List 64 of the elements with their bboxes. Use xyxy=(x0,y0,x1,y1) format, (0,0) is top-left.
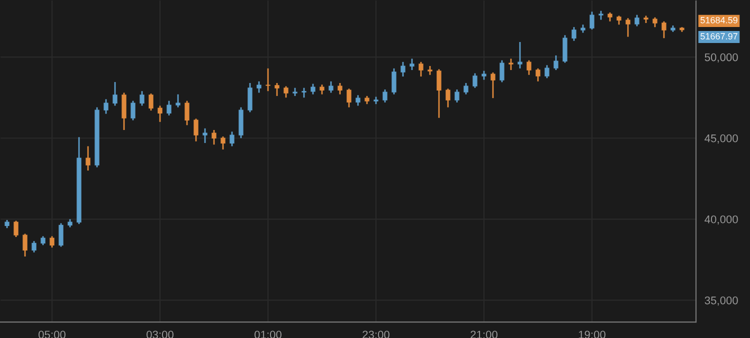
candlestick xyxy=(662,20,666,39)
y-tick-label: 45,000 xyxy=(704,134,738,144)
candlestick xyxy=(130,100,136,121)
candlestick xyxy=(446,88,450,108)
candlestick xyxy=(32,240,36,254)
candlestick xyxy=(50,236,54,248)
y-tick-label: 35,000 xyxy=(704,296,738,306)
candlestick xyxy=(194,118,198,142)
candlestick xyxy=(410,58,414,71)
candlestick xyxy=(176,94,180,108)
candlestick xyxy=(572,26,576,42)
candlestick xyxy=(328,80,334,94)
candlestick xyxy=(104,98,108,114)
candlestick xyxy=(220,136,226,150)
candlestick xyxy=(590,10,594,30)
candlestick xyxy=(112,81,118,106)
candlestick xyxy=(230,130,234,147)
candlestick xyxy=(634,14,640,27)
candlestick xyxy=(212,129,216,146)
candlestick xyxy=(302,87,306,98)
candlestick xyxy=(464,82,468,96)
y-tick-label: 50,000 xyxy=(704,53,738,63)
text: 51684.59 xyxy=(700,16,738,24)
y-tick-label: 40,000 xyxy=(704,215,738,225)
candlestick xyxy=(158,105,162,123)
candlestick xyxy=(284,86,288,98)
candlestick xyxy=(626,17,630,38)
candlestick xyxy=(454,88,460,104)
candlestick xyxy=(310,83,316,96)
candlestick xyxy=(140,90,144,106)
candlestick xyxy=(562,34,568,64)
candlestick xyxy=(544,64,550,79)
candlestick xyxy=(148,92,154,112)
candlestick xyxy=(436,68,442,119)
candlestick xyxy=(184,100,190,126)
candlestick xyxy=(472,72,478,89)
candlestick xyxy=(58,222,64,248)
candlestick xyxy=(554,54,558,71)
candlestick xyxy=(166,100,172,116)
candlestick xyxy=(490,72,496,99)
candlestick xyxy=(526,60,532,76)
text: 51667.97 xyxy=(700,33,738,40)
candlestick xyxy=(266,68,270,92)
candlestick xyxy=(248,82,252,113)
candlestick xyxy=(256,80,262,94)
candlestick xyxy=(652,16,658,28)
candlestick xyxy=(338,82,342,96)
candlestick xyxy=(536,68,540,82)
candlestick xyxy=(356,94,360,106)
candlestick xyxy=(382,88,388,104)
candlestick xyxy=(14,220,18,238)
candlestick xyxy=(22,233,28,258)
candlestick xyxy=(500,60,504,83)
candlestick xyxy=(518,41,522,70)
candlestick xyxy=(202,128,208,144)
candlestick xyxy=(400,61,406,78)
candlestick xyxy=(274,82,280,97)
candlestick xyxy=(86,146,90,172)
candlestick xyxy=(122,92,126,131)
candlestick xyxy=(418,61,424,78)
candlestick xyxy=(346,88,352,108)
candlestick xyxy=(392,68,396,96)
candlestick xyxy=(320,84,324,96)
candlestick xyxy=(508,58,514,71)
